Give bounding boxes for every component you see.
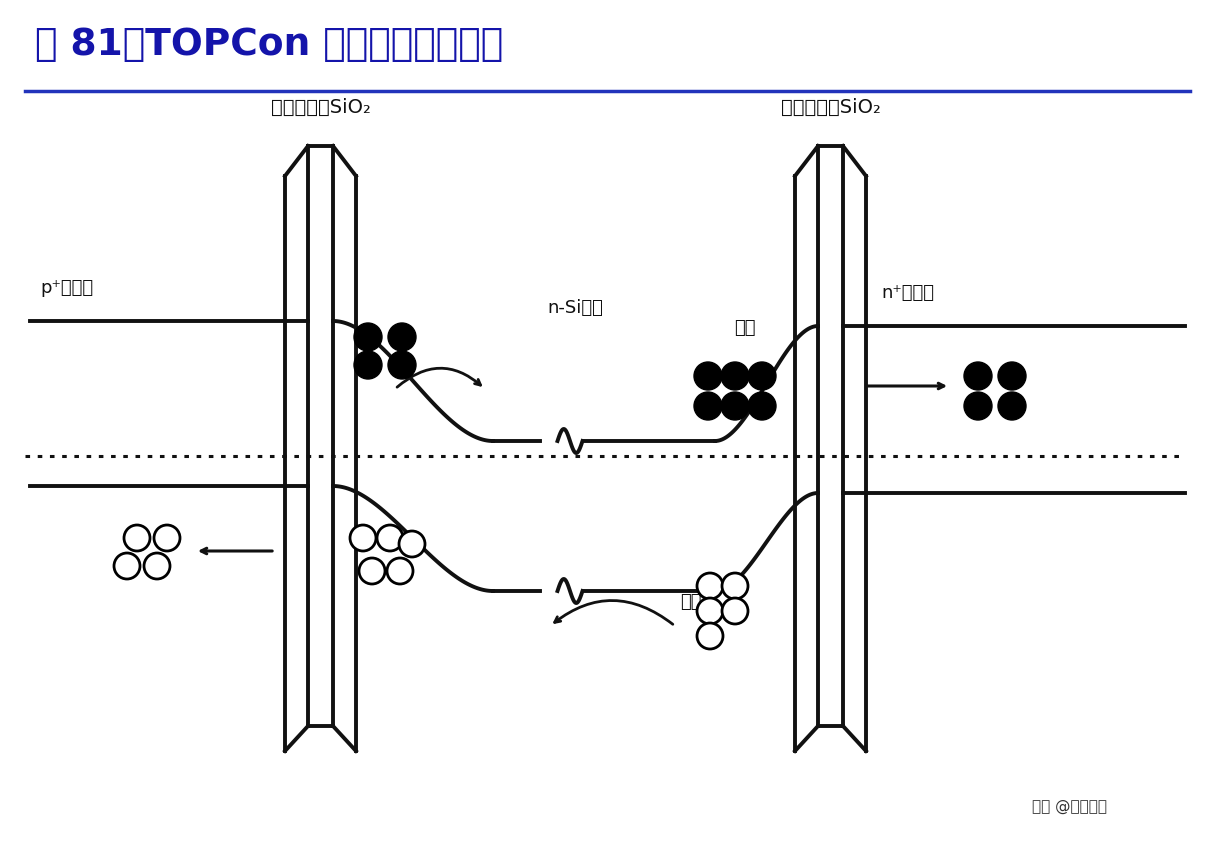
Circle shape <box>387 558 413 585</box>
Circle shape <box>697 623 724 649</box>
Text: 隧穿氧化层SiO₂: 隧穿氧化层SiO₂ <box>781 98 880 117</box>
Text: 电子: 电子 <box>734 319 756 337</box>
Text: n⁺多晶硅: n⁺多晶硅 <box>881 283 934 301</box>
Circle shape <box>359 558 385 585</box>
Circle shape <box>997 393 1027 420</box>
Text: p⁺多晶硅: p⁺多晶硅 <box>40 279 93 297</box>
Circle shape <box>377 525 404 551</box>
Circle shape <box>694 362 722 391</box>
Circle shape <box>697 573 724 599</box>
Circle shape <box>697 598 724 624</box>
Circle shape <box>354 351 382 380</box>
Circle shape <box>154 525 181 551</box>
Text: n-Si基底: n-Si基底 <box>548 299 604 317</box>
Circle shape <box>388 324 416 351</box>
Text: 头条 @未来智库: 头条 @未来智库 <box>1033 798 1108 814</box>
Text: 空穴: 空穴 <box>680 592 702 610</box>
Circle shape <box>388 351 416 380</box>
Circle shape <box>721 393 749 420</box>
Text: 隧穿氧化层SiO₂: 隧穿氧化层SiO₂ <box>270 98 371 117</box>
Circle shape <box>748 393 776 420</box>
Circle shape <box>124 525 150 551</box>
Text: 图 81：TOPCon 太阳电池能带结构: 图 81：TOPCon 太阳电池能带结构 <box>35 27 503 63</box>
Circle shape <box>722 598 748 624</box>
Circle shape <box>721 362 749 391</box>
Circle shape <box>964 393 991 420</box>
Circle shape <box>350 525 376 551</box>
Circle shape <box>114 554 141 579</box>
Circle shape <box>694 393 722 420</box>
Circle shape <box>399 531 425 557</box>
Circle shape <box>722 573 748 599</box>
Circle shape <box>997 362 1027 391</box>
Circle shape <box>354 324 382 351</box>
Circle shape <box>964 362 991 391</box>
Circle shape <box>144 554 170 579</box>
Circle shape <box>748 362 776 391</box>
